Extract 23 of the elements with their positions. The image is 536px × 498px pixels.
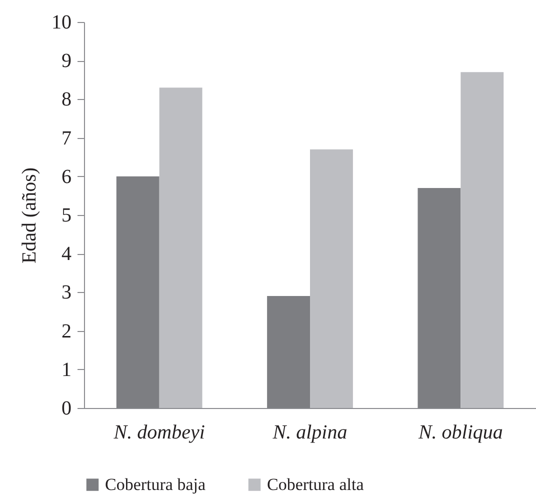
bar — [310, 149, 353, 408]
y-tick-label: 2 — [62, 320, 72, 342]
x-tick-label: N. obliqua — [417, 422, 503, 444]
y-tick-label: 4 — [62, 243, 72, 266]
y-tick-label: 3 — [62, 282, 72, 304]
y-tick-label: 8 — [62, 88, 72, 111]
y-tick-label: 1 — [62, 358, 72, 381]
y-tick-label: 6 — [62, 166, 72, 188]
y-tick-label: 7 — [62, 127, 72, 150]
bar — [116, 176, 160, 408]
bar — [267, 296, 310, 408]
x-tick-label: N. dombeyi — [112, 422, 205, 444]
y-axis-title: Edad (años) — [18, 167, 40, 264]
bar — [460, 72, 504, 408]
y-tick-label: 9 — [62, 50, 72, 72]
y-tick-label: 5 — [62, 204, 72, 226]
bar — [418, 188, 461, 408]
y-tick-label: 10 — [52, 12, 72, 34]
legend-label: Cobertura alta — [267, 474, 364, 494]
x-tick-label: N. alpina — [272, 422, 348, 444]
y-tick-label: 0 — [62, 398, 72, 420]
legend-label: Cobertura baja — [105, 474, 206, 494]
bar — [159, 88, 202, 408]
